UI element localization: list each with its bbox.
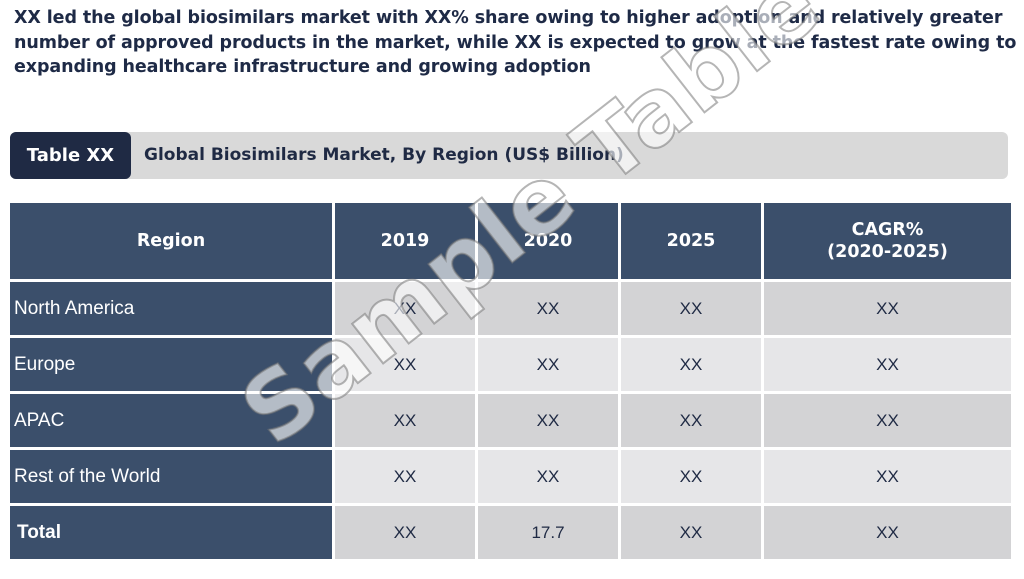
header-2025: 2025	[621, 203, 761, 279]
cell-2025: XX	[621, 394, 761, 447]
header-2020: 2020	[478, 203, 618, 279]
header-cagr: CAGR% (2020-2025)	[764, 203, 1011, 279]
cell-2019: XX	[335, 394, 475, 447]
cell-2019: XX	[335, 506, 475, 559]
row-region: APAC	[10, 394, 332, 447]
cell-2025: XX	[621, 282, 761, 335]
row-region: Rest of the World	[10, 450, 332, 503]
header-2019: 2019	[335, 203, 475, 279]
cell-cagr: XX	[764, 394, 1011, 447]
cell-cagr: XX	[764, 450, 1011, 503]
region-table: Region 2019 2020 2025 CAGR% (2020-2025) …	[7, 200, 1014, 562]
cell-cagr: XX	[764, 506, 1011, 559]
table-row: North America XX XX XX XX	[10, 282, 1011, 335]
table-caption-bar: Table XX Global Biosimilars Market, By R…	[10, 132, 1008, 179]
cell-2020: XX	[478, 338, 618, 391]
cell-2020: 17.7	[478, 506, 618, 559]
cell-2025: XX	[621, 338, 761, 391]
cell-2019: XX	[335, 338, 475, 391]
table-row-total: Total XX 17.7 XX XX	[10, 506, 1011, 559]
header-cagr-line2: (2020-2025)	[827, 242, 948, 262]
table-row: Rest of the World XX XX XX XX	[10, 450, 1011, 503]
table-row: APAC XX XX XX XX	[10, 394, 1011, 447]
table-title: Global Biosimilars Market, By Region (US…	[144, 145, 624, 165]
cell-2025: XX	[621, 506, 761, 559]
cell-2020: XX	[478, 450, 618, 503]
row-region: Total	[10, 506, 332, 559]
cell-2019: XX	[335, 282, 475, 335]
cell-2020: XX	[478, 394, 618, 447]
table-row: Europe XX XX XX XX	[10, 338, 1011, 391]
table-tag: Table XX	[10, 132, 131, 179]
headline: XX led the global biosimilars market wit…	[14, 8, 1017, 77]
row-region: North America	[10, 282, 332, 335]
cell-2019: XX	[335, 450, 475, 503]
row-region: Europe	[10, 338, 332, 391]
header-cagr-line1: CAGR%	[851, 220, 924, 240]
cell-2025: XX	[621, 450, 761, 503]
table-header-row: Region 2019 2020 2025 CAGR% (2020-2025)	[10, 203, 1011, 279]
cell-cagr: XX	[764, 282, 1011, 335]
header-region: Region	[10, 203, 332, 279]
cell-2020: XX	[478, 282, 618, 335]
cell-cagr: XX	[764, 338, 1011, 391]
